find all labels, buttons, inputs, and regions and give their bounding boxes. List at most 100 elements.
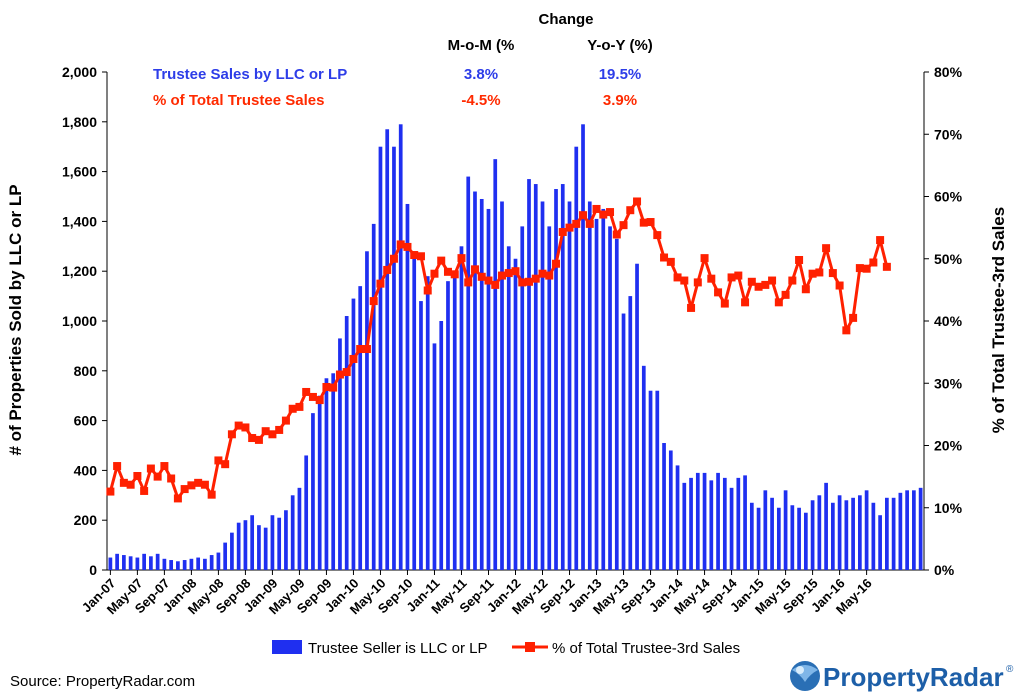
bar bbox=[405, 203, 410, 570]
line-marker bbox=[430, 269, 439, 278]
line-marker bbox=[518, 278, 527, 287]
line-marker bbox=[552, 259, 561, 268]
line-marker bbox=[700, 254, 709, 263]
line-marker bbox=[207, 490, 216, 499]
line-marker bbox=[275, 425, 284, 434]
line-marker bbox=[288, 404, 297, 413]
bar bbox=[641, 365, 646, 570]
line-marker bbox=[862, 264, 871, 273]
line-marker bbox=[133, 472, 142, 481]
bar bbox=[459, 246, 464, 571]
bar bbox=[297, 487, 302, 570]
brand-registered-mark: ® bbox=[1006, 664, 1014, 675]
line-marker bbox=[410, 251, 419, 260]
line-marker bbox=[261, 427, 270, 436]
y-tick-label-left: 200 bbox=[74, 512, 98, 528]
summary-row-mom: -4.5% bbox=[461, 92, 500, 109]
line-marker bbox=[842, 326, 851, 335]
bar bbox=[209, 555, 214, 570]
bar bbox=[709, 480, 714, 570]
bar bbox=[371, 223, 376, 570]
bar bbox=[736, 477, 741, 570]
line-marker bbox=[227, 430, 236, 439]
bar bbox=[331, 373, 336, 570]
bar bbox=[196, 557, 201, 570]
bar-series bbox=[108, 124, 923, 571]
line-marker bbox=[423, 286, 432, 295]
y-tick-label-left: 1,400 bbox=[62, 213, 97, 229]
line-marker bbox=[450, 270, 459, 279]
summary-row-label: Trustee Sales by LLC or LP bbox=[153, 66, 347, 83]
line-marker bbox=[565, 223, 574, 232]
line-marker bbox=[585, 219, 594, 228]
line-marker bbox=[504, 269, 513, 278]
line-marker bbox=[295, 402, 304, 411]
bar bbox=[385, 129, 390, 570]
bar bbox=[236, 522, 241, 570]
y-tick-label-right: 50% bbox=[934, 251, 963, 267]
bar bbox=[830, 502, 835, 570]
bar bbox=[270, 515, 275, 570]
y-axis-left-title: # of Properties Sold by LLC or LP bbox=[6, 184, 25, 455]
y-tick-label-left: 1,800 bbox=[62, 114, 97, 130]
y-tick-label-right: 10% bbox=[934, 500, 963, 516]
bar bbox=[513, 258, 518, 570]
line-marker bbox=[254, 435, 263, 444]
bar bbox=[527, 179, 531, 570]
line-marker bbox=[795, 255, 804, 264]
bar bbox=[216, 552, 221, 570]
series-line bbox=[108, 199, 889, 500]
legend: Trustee Seller is LLC or LP % of Total T… bbox=[272, 640, 740, 657]
bar bbox=[122, 555, 126, 570]
summary-row-label: % of Total Trustee Sales bbox=[153, 92, 324, 109]
line-marker bbox=[457, 254, 466, 263]
line-marker bbox=[484, 276, 493, 285]
line-marker bbox=[234, 421, 243, 430]
line-marker bbox=[680, 276, 689, 285]
line-marker bbox=[302, 387, 311, 396]
y-tick-label-right: 40% bbox=[934, 313, 963, 329]
y-tick-label-right: 80% bbox=[934, 64, 963, 80]
y-axis-right-title: % of Total Trustee-3rd Sales bbox=[989, 207, 1008, 433]
summary-table-title: Change bbox=[538, 11, 593, 28]
line-marker bbox=[592, 204, 601, 213]
line-marker bbox=[828, 269, 837, 278]
bar bbox=[682, 482, 687, 570]
line-marker bbox=[876, 236, 885, 245]
bar bbox=[473, 191, 477, 570]
bar bbox=[898, 492, 903, 570]
legend-bar-label: Trustee Seller is LLC or LP bbox=[308, 640, 488, 657]
bar bbox=[594, 218, 599, 570]
line-series bbox=[106, 197, 891, 503]
brand-name: PropertyRadar bbox=[823, 662, 1004, 692]
line-marker bbox=[268, 430, 277, 439]
bar bbox=[284, 510, 288, 570]
bar bbox=[662, 443, 666, 570]
line-marker bbox=[538, 269, 547, 278]
bar bbox=[189, 558, 194, 570]
y-tick-label-left: 600 bbox=[74, 413, 98, 429]
line-marker bbox=[160, 462, 169, 471]
bar bbox=[675, 465, 680, 570]
bar bbox=[425, 276, 430, 570]
bar bbox=[810, 500, 815, 570]
line-marker bbox=[248, 434, 257, 443]
line-marker bbox=[180, 485, 189, 494]
bar bbox=[567, 201, 572, 571]
bar bbox=[419, 301, 423, 570]
bar bbox=[142, 553, 146, 570]
line-marker bbox=[153, 472, 162, 481]
line-marker bbox=[200, 480, 209, 489]
line-marker bbox=[687, 303, 696, 312]
line-marker bbox=[281, 416, 290, 425]
bar bbox=[243, 520, 248, 570]
bar bbox=[797, 507, 801, 570]
line-marker bbox=[511, 267, 520, 276]
line-marker bbox=[761, 280, 770, 289]
bar bbox=[729, 487, 734, 570]
line-marker bbox=[443, 267, 452, 276]
y-tick-label-left: 2,000 bbox=[62, 64, 97, 80]
line-marker bbox=[119, 478, 128, 487]
bar bbox=[452, 276, 457, 570]
